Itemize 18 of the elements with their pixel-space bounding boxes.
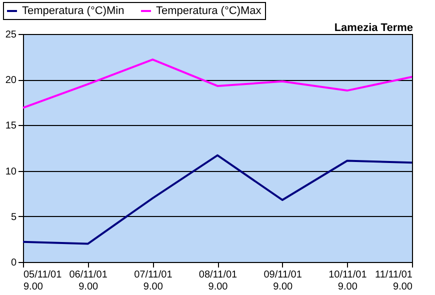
x-tick-label: 09/11/01 9.00 <box>264 270 302 292</box>
y-tick-label: 10 <box>5 166 17 178</box>
y-tick-label: 20 <box>5 75 17 86</box>
legend-label: Temperatura (°C)Max <box>156 5 262 17</box>
y-tick-label: 0 <box>10 258 17 268</box>
chart-title: Lamezia Terme <box>334 22 413 34</box>
y-tick-label: 25 <box>5 30 17 40</box>
x-tick-label: 06/11/01 9.00 <box>69 270 108 292</box>
y-tick-label: 15 <box>5 120 17 132</box>
legend-label: Temperatura (°C)Min <box>22 5 124 17</box>
line-series <box>22 154 413 245</box>
y-tick-label: 5 <box>10 212 17 223</box>
x-tick-label: 08/11/01 9.00 <box>198 270 238 292</box>
x-tick-label: 07/11/01 9.00 <box>134 270 173 292</box>
x-tick-label: 05/11/01 9.00 <box>24 270 62 292</box>
line-series <box>22 58 413 109</box>
x-tick-label: 10/11/01 9.00 <box>328 270 368 292</box>
x-tick-label: 11/11/01 9.00 <box>375 270 413 292</box>
